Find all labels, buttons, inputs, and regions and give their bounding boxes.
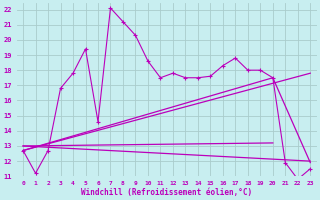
X-axis label: Windchill (Refroidissement éolien,°C): Windchill (Refroidissement éolien,°C) xyxy=(81,188,252,197)
